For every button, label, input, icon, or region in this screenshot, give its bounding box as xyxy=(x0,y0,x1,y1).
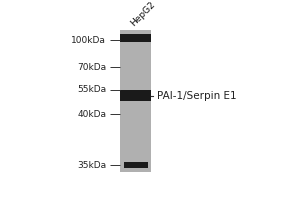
Bar xyxy=(120,30,152,172)
Text: 100kDa: 100kDa xyxy=(71,36,106,45)
Text: 55kDa: 55kDa xyxy=(77,85,106,94)
Text: 35kDa: 35kDa xyxy=(77,161,106,170)
Bar xyxy=(120,90,152,101)
Text: 70kDa: 70kDa xyxy=(77,63,106,72)
Text: PAI-1/Serpin E1: PAI-1/Serpin E1 xyxy=(157,91,237,101)
Bar xyxy=(124,162,148,168)
Text: 40kDa: 40kDa xyxy=(77,110,106,119)
Text: HepG2: HepG2 xyxy=(129,0,158,28)
Bar xyxy=(120,34,152,42)
